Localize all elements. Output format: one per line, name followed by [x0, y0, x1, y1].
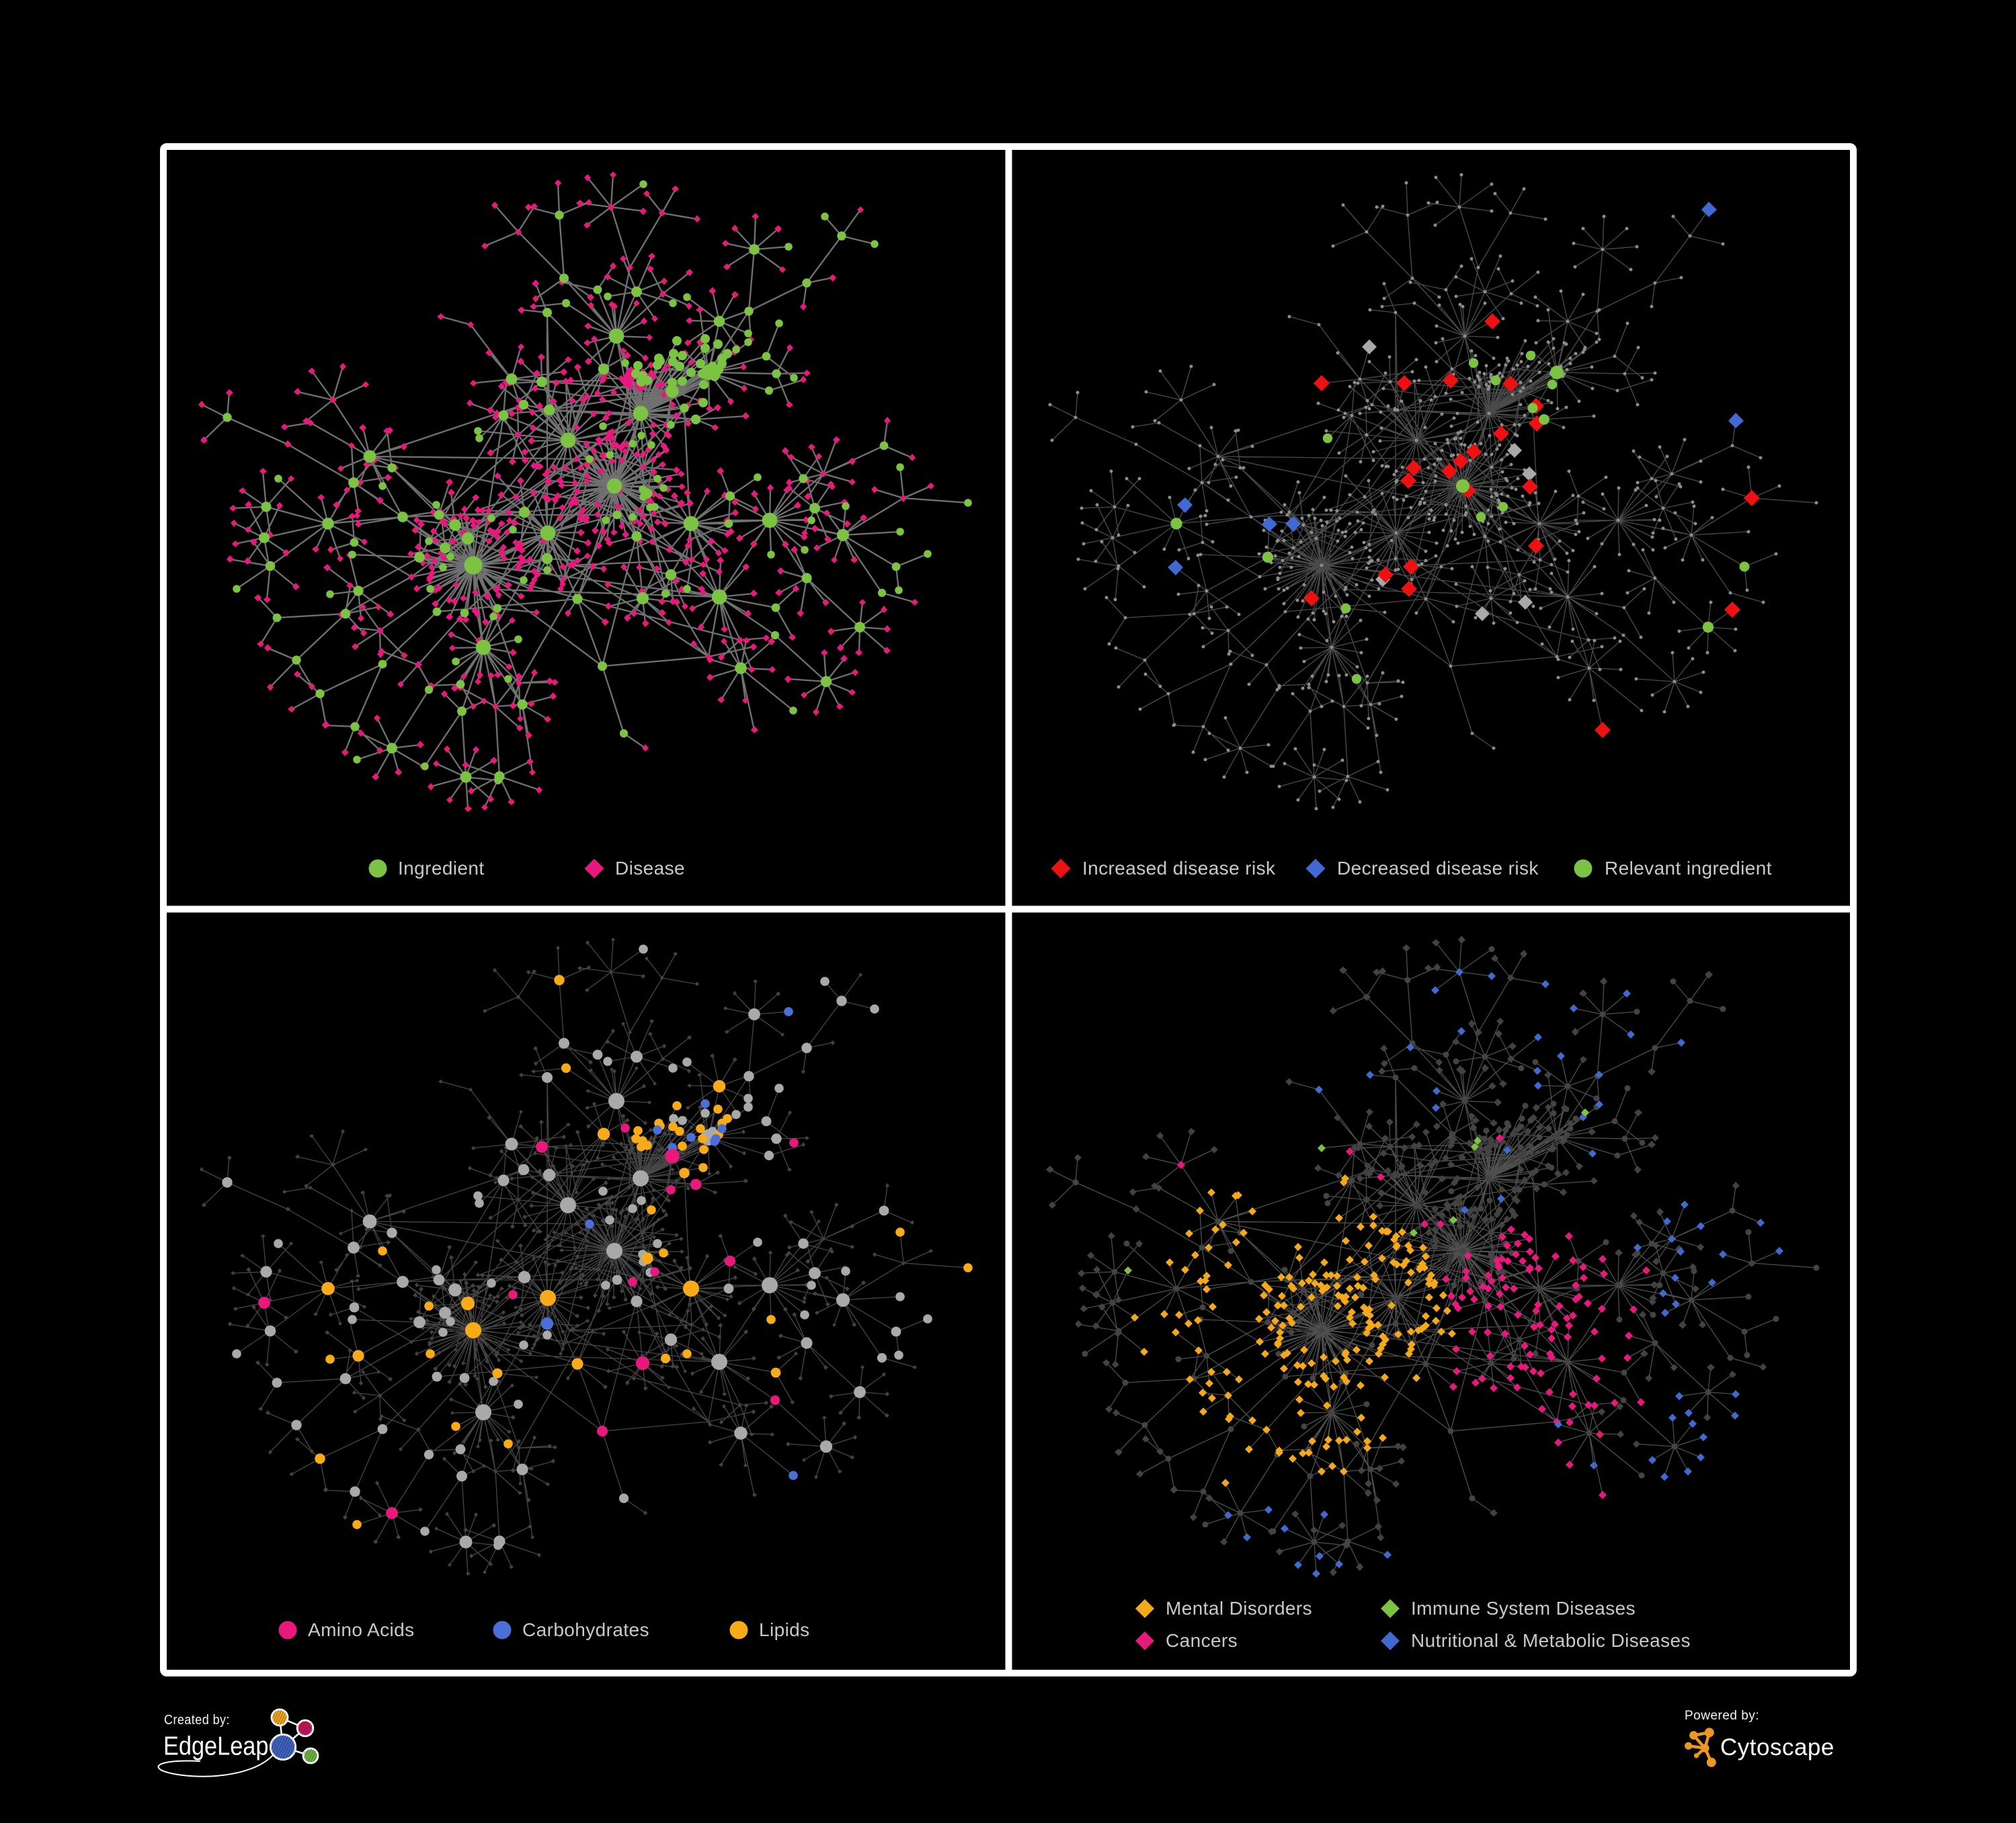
svg-text:Created by:: Created by:	[164, 1713, 230, 1728]
svg-text:Disease: Disease	[615, 858, 685, 879]
svg-text:Amino Acids: Amino Acids	[308, 1619, 414, 1640]
svg-text:EdgeLeap: EdgeLeap	[163, 1731, 268, 1760]
svg-text:Cytoscape: Cytoscape	[1720, 1734, 1834, 1760]
svg-text:Mental Disorders: Mental Disorders	[1166, 1598, 1312, 1619]
svg-text:Ingredient: Ingredient	[398, 858, 485, 879]
svg-text:Immune System Diseases: Immune System Diseases	[1411, 1598, 1636, 1619]
svg-text:Nutritional & Metabolic Diseas: Nutritional & Metabolic Diseases	[1411, 1630, 1691, 1651]
svg-text:Carbohydrates: Carbohydrates	[522, 1619, 649, 1640]
svg-text:Powered by:: Powered by:	[1685, 1709, 1759, 1723]
svg-text:Decreased disease risk: Decreased disease risk	[1337, 858, 1539, 879]
svg-text:Relevant ingredient: Relevant ingredient	[1605, 858, 1772, 879]
svg-text:Cancers: Cancers	[1166, 1630, 1238, 1651]
svg-text:Lipids: Lipids	[759, 1619, 810, 1640]
svg-text:Increased disease risk: Increased disease risk	[1082, 858, 1276, 879]
